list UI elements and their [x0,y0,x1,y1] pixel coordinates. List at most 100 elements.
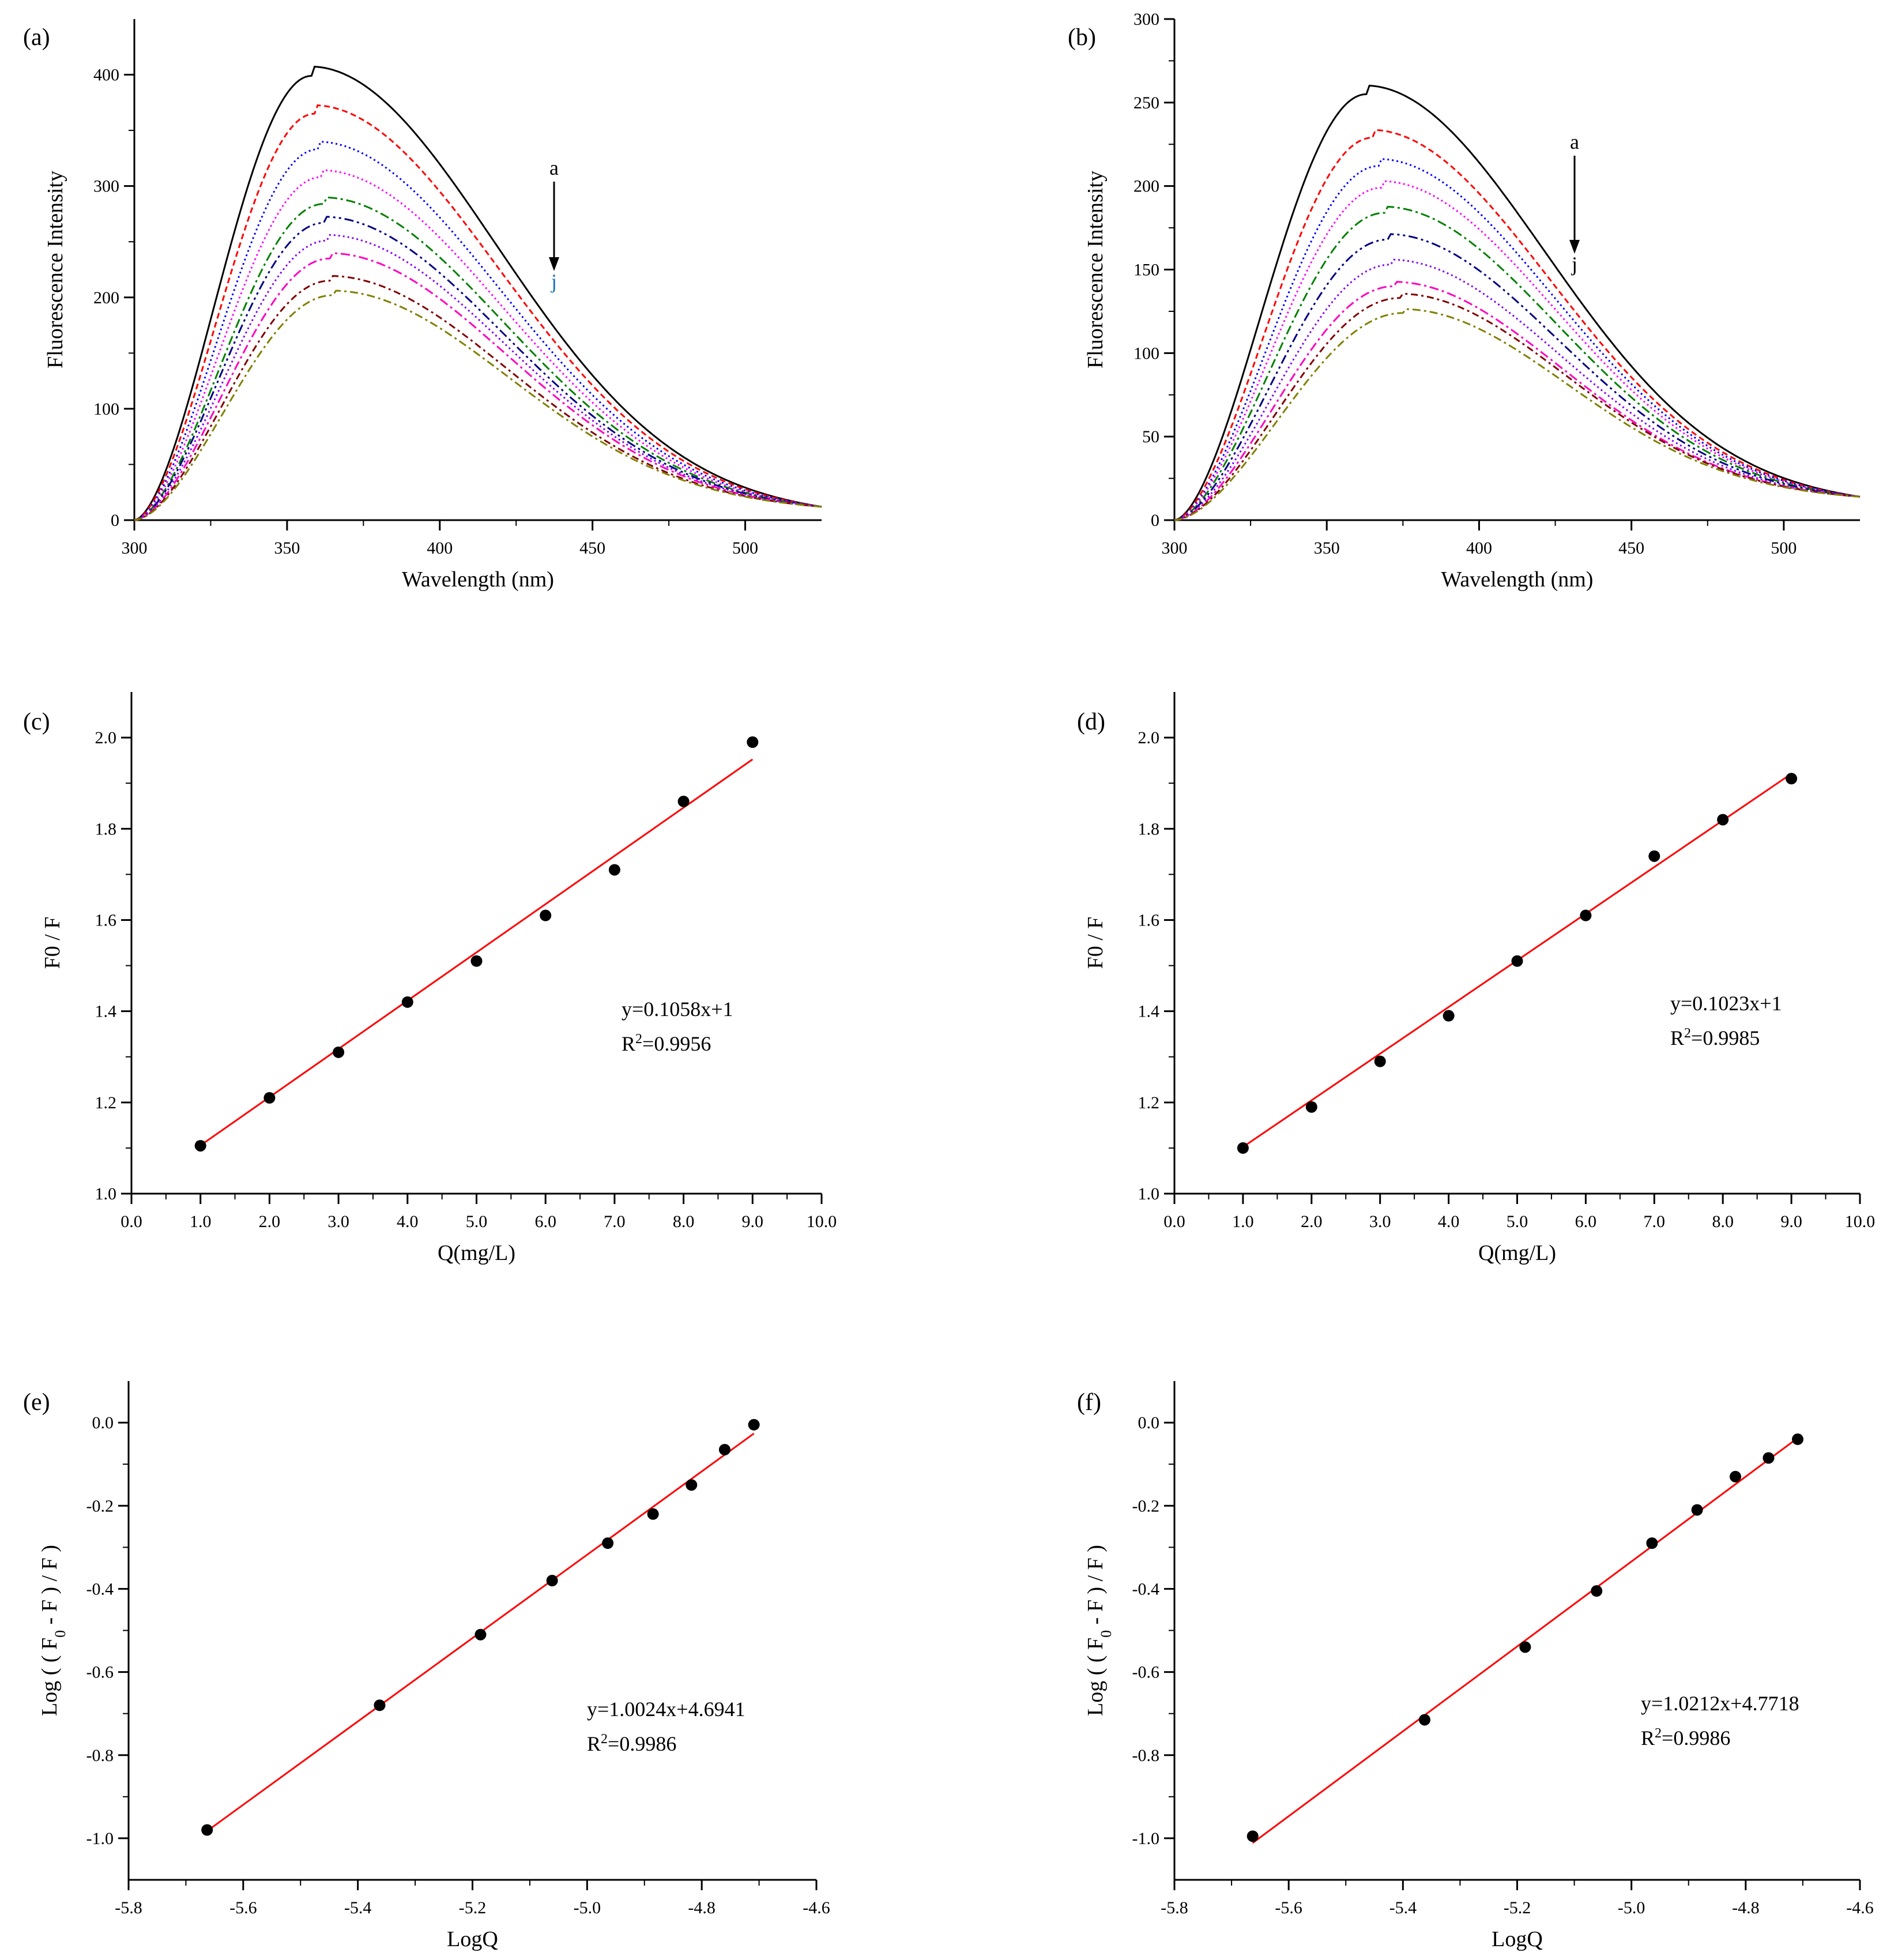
y-tick-label-d: 1.0 [1138,1184,1160,1203]
spectrum-curve-h-b [1174,281,1861,521]
spectrum-curve-a-b [1174,84,1861,521]
y-tick-label-d: 1.8 [1138,819,1160,838]
x-tick-label-e: -5.2 [459,1898,487,1917]
r-squared-d: R2=0.9985 [1670,1026,1760,1049]
data-point-e [686,1479,698,1491]
y-tick-label-e: -0.2 [86,1496,114,1515]
spectrum-curve-e-a [134,196,822,521]
y-tick-label-e: -0.6 [86,1663,114,1682]
arrow-head-icon-b [1569,240,1580,254]
arrow-head-icon-a [549,257,559,271]
data-point-c [540,909,552,921]
panel-c: 0.0 1.0 2.0 3.0 4.0 5.0 6.0 7.0 8.0 9.0 10.01.01.2… [23,692,837,1265]
x-tick-label-a: 400 [427,539,453,558]
x-tick-label-d: 0.0 [1163,1212,1185,1231]
x-tick-label-c: 0.0 [120,1212,142,1231]
arrow-end-label-b: j [1571,253,1577,276]
data-point-f [1591,1585,1603,1597]
y-tick-label-b: 100 [1133,344,1159,363]
arrow-start-label-b: a [1570,130,1579,153]
r-squared-c: R2=0.9956 [622,1032,711,1055]
fit-equation-d: y=0.1023x+1 [1670,992,1782,1015]
fit-equation-f: y=1.0212x+4.7718 [1641,1692,1799,1715]
x-tick-label-b: 300 [1162,539,1188,558]
spectrum-curve-g-b [1174,258,1861,521]
panel-label-b: (b) [1068,24,1096,51]
data-point-d [1237,1142,1249,1154]
y-tick-label-b: 300 [1133,10,1159,29]
spectrum-curve-d-b [1174,180,1861,521]
data-point-e [374,1699,386,1711]
x-tick-label-c: 7.0 [604,1212,626,1231]
y-axis-title-a: Fluorescence Intensity [43,171,67,368]
panel-label-c: (c) [23,709,50,735]
y-tick-label-b: 50 [1142,427,1159,446]
data-point-d [1786,773,1798,785]
x-axis-title-c: Q(mg/L) [438,1241,515,1265]
x-tick-label-b: 450 [1618,539,1644,558]
panel-label-e: (e) [23,1389,50,1416]
data-point-e [748,1419,760,1431]
spectrum-curve-f-a [134,216,822,521]
y-tick-label-c: 1.4 [95,1002,117,1021]
x-tick-label-b: 500 [1771,539,1797,558]
x-tick-label-a: 500 [732,539,758,558]
x-tick-label-b: 400 [1466,539,1492,558]
panel-f: -5.8 -5.6 -5.4 -5.2 -5.0 -4.8 -4.6 -1.0 -0.8 -0.6… [1077,1381,1874,1951]
data-point-e [602,1537,614,1549]
data-point-f [1691,1504,1703,1516]
y-axis-title-f: Log ( ( F0 - F ) / F ) [1083,1545,1114,1716]
x-tick-label-e: -5.4 [344,1898,372,1917]
y-tick-label-c: 1.2 [95,1093,117,1112]
x-tick-label-b: 350 [1314,539,1340,558]
x-tick-label-d: 3.0 [1369,1212,1391,1231]
y-tick-label-e: 0.0 [92,1413,114,1432]
x-axis-title-a: Wavelength (nm) [402,567,554,592]
panel-label-a: (a) [23,24,50,51]
x-tick-label-d: 2.0 [1301,1212,1323,1231]
y-axis-title-b: Fluorescence Intensity [1083,171,1108,368]
data-point-c [470,955,483,967]
data-point-f [1646,1537,1658,1549]
spectrum-curve-c-b [1174,158,1861,521]
x-tick-label-c: 9.0 [742,1212,764,1231]
data-point-c [401,996,413,1008]
panel-label-f: (f) [1077,1389,1101,1416]
data-point-e [718,1443,730,1455]
data-point-c [747,736,759,748]
x-axis-title-f: LogQ [1492,1927,1543,1951]
panel-a: 300 350 400 450 500 0 100 200 300 400 Wavelength (… [23,19,822,592]
data-point-f [1791,1433,1803,1445]
data-point-e [474,1628,487,1641]
x-tick-label-f: -5.8 [1161,1898,1188,1917]
y-tick-label-f: -0.2 [1132,1496,1160,1515]
x-tick-label-e: -5.0 [574,1898,601,1917]
x-tick-label-d: 10.0 [1845,1212,1876,1231]
data-point-d [1305,1101,1317,1113]
panel-d: 0.0 1.0 2.0 3.0 4.0 5.0 6.0 7.0 8.0 9.0 10.01.01.2… [1077,692,1875,1265]
panel-e: -5.8 -5.6 -5.4 -5.2 -5.0 -4.8 -4.6 -1.0 -0.8 -0.6… [23,1381,830,1951]
x-tick-label-c: 3.0 [327,1212,349,1231]
spectrum-curve-i-a [134,274,822,521]
data-point-f [1246,1830,1259,1842]
y-tick-label-c: 1.0 [95,1184,117,1203]
fit-line-c [199,758,754,1146]
x-tick-label-d: 7.0 [1644,1212,1666,1231]
data-point-f [1418,1714,1430,1726]
y-tick-label-a: 400 [93,66,119,85]
x-axis-title-b: Wavelength (nm) [1441,567,1594,592]
y-tick-label-b: 150 [1133,261,1159,280]
x-tick-label-f: -5.6 [1275,1898,1302,1917]
spectrum-curve-h-a [134,252,822,521]
x-tick-label-e: -4.6 [803,1898,830,1917]
x-tick-label-e: -5.8 [115,1898,142,1917]
x-tick-label-c: 10.0 [807,1212,837,1231]
fit-equation-e: y=1.0024x+4.6941 [587,1698,745,1721]
data-point-e [201,1824,213,1836]
data-point-e [647,1508,659,1520]
fit-equation-c: y=0.1058x+1 [622,998,733,1021]
y-tick-label-e: -1.0 [86,1829,114,1848]
fit-line-f [1252,1437,1798,1844]
data-point-d [1511,955,1523,967]
data-point-d [1717,814,1729,826]
